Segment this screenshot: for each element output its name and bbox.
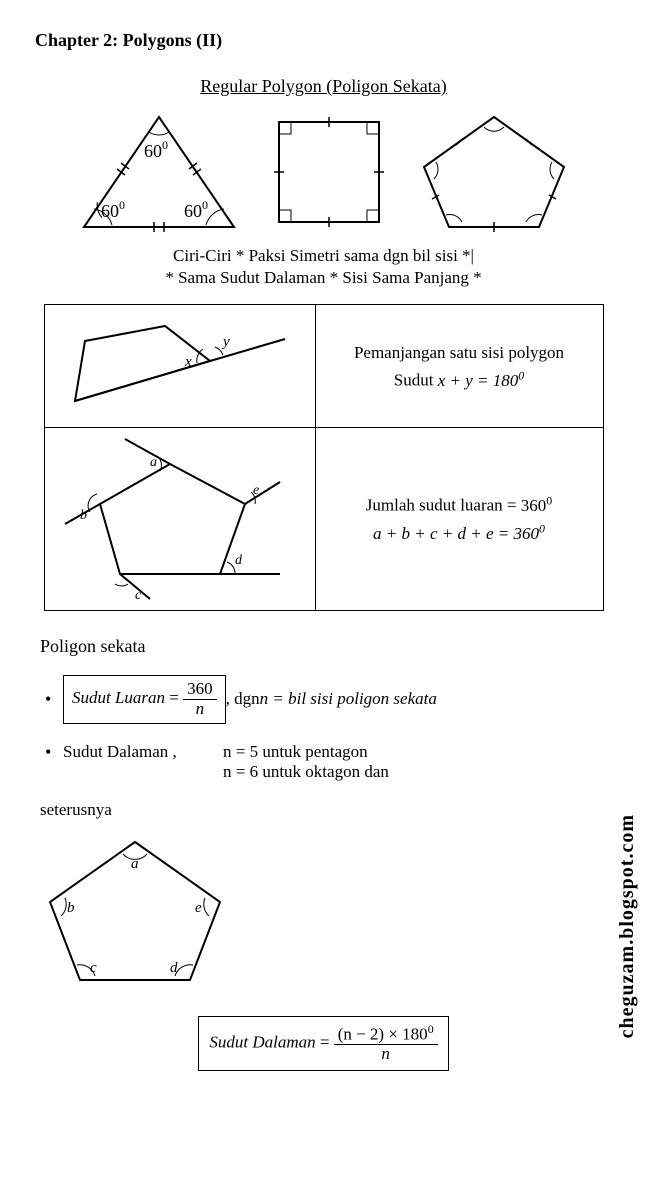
box1-expr: x + y = 1800 bbox=[438, 371, 525, 390]
svg-text:d: d bbox=[170, 960, 178, 976]
svg-text:b: b bbox=[67, 900, 75, 916]
svg-text:a: a bbox=[131, 856, 139, 872]
bullet-exterior-formula: • Sudut Luaran = 360n , dgn n = bil sisi… bbox=[45, 675, 612, 723]
svg-text:e: e bbox=[195, 900, 202, 916]
bullet-icon: • bbox=[45, 742, 63, 763]
svg-text:e: e bbox=[253, 483, 259, 498]
svg-text:x: x bbox=[184, 354, 192, 370]
exterior-sum-diagram-cell: a e d c b bbox=[44, 428, 315, 611]
table-row: a e d c b Jumlah sudut luaran = 3600 a +… bbox=[44, 428, 603, 611]
svg-text:600: 600 bbox=[144, 138, 168, 161]
box2-line1-val: 3600 bbox=[521, 496, 552, 515]
sub-heading: Poligon sekata bbox=[40, 636, 612, 657]
svg-text:600: 600 bbox=[101, 198, 125, 221]
square-diagram bbox=[264, 107, 394, 237]
interior-pentagon-diagram: a e d c b bbox=[35, 830, 235, 990]
extension-diagram: x y bbox=[55, 311, 295, 421]
bullet1-after: , dgn bbox=[226, 689, 260, 709]
regular-polygons-row: 600 600 600 bbox=[35, 107, 612, 237]
svg-text:c: c bbox=[135, 588, 142, 603]
ciri-line2: * Sama Sudut Dalaman * Sisi Sama Panjang… bbox=[165, 268, 481, 287]
interior-formula-box: Sudut Dalaman = (n − 2) × 1800n bbox=[198, 1016, 448, 1071]
extension-text-cell: Pemanjangan satu sisi polygon Sudut x + … bbox=[315, 305, 603, 428]
svg-text:b: b bbox=[80, 508, 87, 523]
interior-pentagon-wrap: a e d c b Sudut Dalaman = (n − 2) × 1800… bbox=[35, 830, 612, 1071]
watermark: cheguzam.blogspot.com bbox=[616, 814, 639, 1038]
svg-text:600: 600 bbox=[184, 198, 208, 221]
exterior-angles-diagram: a e d c b bbox=[55, 434, 295, 604]
box1-line1: Pemanjangan satu sisi polygon bbox=[354, 343, 564, 362]
pentagon-diagram bbox=[414, 107, 574, 237]
characteristics-text: Ciri-Ciri * Paksi Simetri sama dgn bil s… bbox=[35, 245, 612, 289]
triangle-diagram: 600 600 600 bbox=[74, 107, 244, 237]
bullet-icon: • bbox=[45, 689, 63, 710]
ciri-line1: Ciri-Ciri * Paksi Simetri sama dgn bil s… bbox=[173, 246, 474, 265]
chapter-title: Chapter 2: Polygons (II) bbox=[35, 30, 612, 51]
seterusnya: seterusnya bbox=[40, 800, 612, 820]
svg-text:d: d bbox=[235, 553, 243, 568]
exterior-formula-box: Sudut Luaran = 360n bbox=[63, 675, 226, 723]
svg-text:a: a bbox=[150, 455, 157, 470]
bullet2-left: Sudut Dalaman , bbox=[63, 742, 223, 762]
svg-text:y: y bbox=[221, 334, 230, 350]
page: Chapter 2: Polygons (II) Regular Polygon… bbox=[0, 0, 647, 1091]
box2-expr: a + b + c + d + e = 3600 bbox=[373, 524, 545, 543]
exterior-angle-diagram-cell: x y bbox=[44, 305, 315, 428]
bullet1-after-italic: n = bil sisi poligon sekata bbox=[260, 689, 437, 709]
table-row: x y Pemanjangan satu sisi polygon Sudut … bbox=[44, 305, 603, 428]
svg-text:c: c bbox=[90, 960, 97, 976]
properties-table: x y Pemanjangan satu sisi polygon Sudut … bbox=[44, 304, 604, 611]
box1-line2-prefix: Sudut bbox=[394, 371, 438, 390]
bullet2-right: n = 5 untuk pentagon n = 6 untuk oktagon… bbox=[223, 742, 389, 782]
box2-line1-prefix: Jumlah sudut luaran = bbox=[366, 496, 521, 515]
exterior-sum-text-cell: Jumlah sudut luaran = 3600 a + b + c + d… bbox=[315, 428, 603, 611]
section-title: Regular Polygon (Poligon Sekata) bbox=[35, 76, 612, 97]
bullet-interior: • Sudut Dalaman , n = 5 untuk pentagon n… bbox=[45, 742, 612, 782]
